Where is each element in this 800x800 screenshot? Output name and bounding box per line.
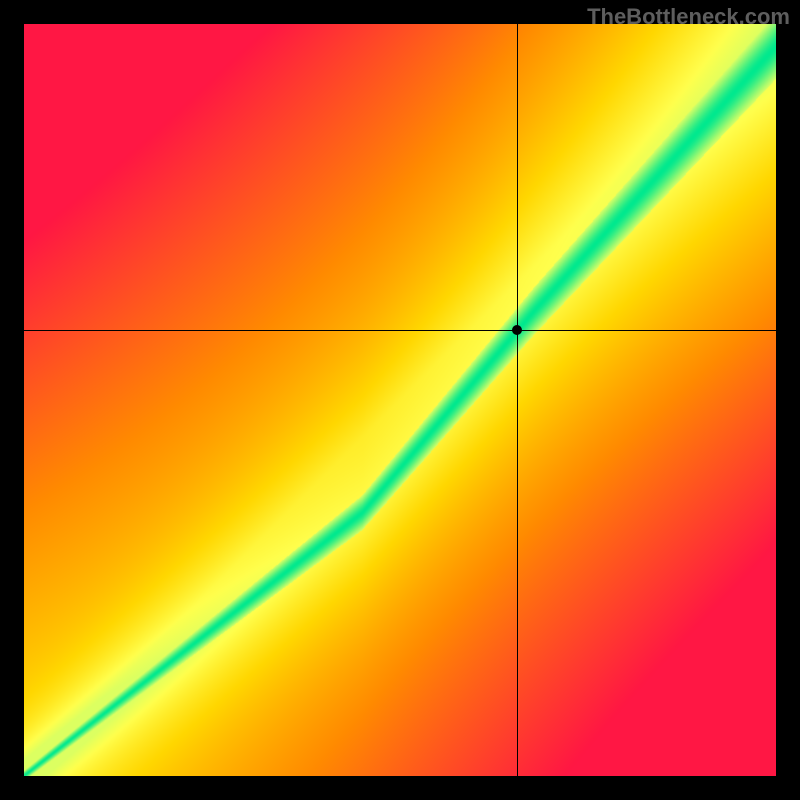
heatmap-canvas — [24, 24, 776, 776]
marker-dot — [512, 325, 522, 335]
chart-container: TheBottleneck.com — [0, 0, 800, 800]
crosshair-horizontal — [24, 330, 776, 331]
watermark-text: TheBottleneck.com — [587, 4, 790, 30]
crosshair-vertical — [517, 24, 518, 776]
plot-area — [24, 24, 776, 776]
